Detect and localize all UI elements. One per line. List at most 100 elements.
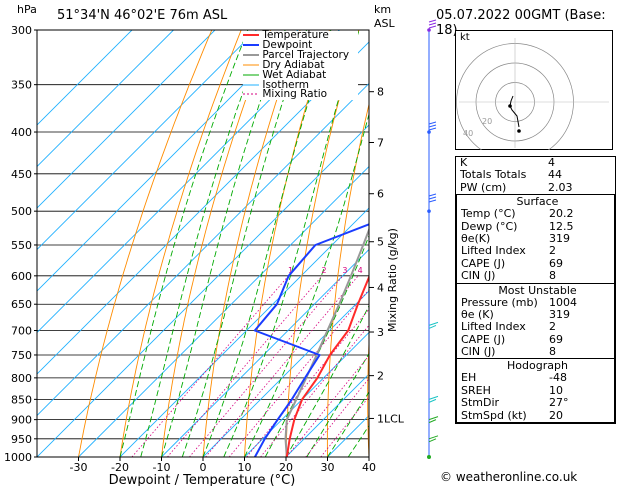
- wet-adiabat-line: [285, 304, 369, 457]
- legend-entry: Dewpoint: [243, 40, 358, 51]
- hodograph-point: [508, 104, 512, 108]
- wind-barb: [428, 25, 437, 29]
- mixing-ratio-label: 6: [380, 266, 385, 275]
- mixing-ratio-line: [189, 275, 344, 457]
- isotherm-line: [285, 373, 369, 457]
- dry-adiabat-line: [161, 30, 272, 457]
- surface-row: Temp (°C) 20.2: [457, 207, 614, 221]
- unstable-row: CIN (J) 8: [457, 345, 614, 359]
- hodograph-title: Hodograph: [507, 359, 568, 373]
- isotherm-line: [202, 290, 369, 457]
- dry-adiabat-line: [78, 30, 213, 457]
- pressure-tick-label: 450: [11, 168, 32, 181]
- mixing-ratio-line: [260, 324, 369, 457]
- legend-entry: Temperature: [243, 30, 358, 41]
- km-tick-label: 1LCL: [377, 412, 405, 425]
- pressure-tick-label: 550: [11, 239, 32, 252]
- isotherm-line: [37, 30, 299, 292]
- hodograph-value: 20: [549, 408, 563, 422]
- km-label: km: [374, 3, 392, 16]
- hodograph-value: -48: [549, 371, 567, 385]
- mixing-ratio-label: 4: [358, 266, 363, 275]
- unstable-label: CIN (J): [461, 345, 496, 359]
- wet-adiabat-line: [264, 234, 369, 457]
- pressure-tick-label: 350: [11, 79, 32, 92]
- legend-entry: Isotherm: [243, 78, 358, 91]
- hodograph-row: StmDir 27°: [457, 396, 614, 410]
- isotherm-line: [37, 30, 257, 251]
- wet-adiabat-line: [119, 30, 249, 457]
- hodograph-trace: [509, 95, 520, 128]
- index-value: 4: [548, 156, 555, 169]
- wind-barb: [428, 419, 437, 424]
- hodograph-kt-label: kt: [460, 32, 470, 43]
- legend-entry: Mixing Ratio: [243, 88, 358, 101]
- index-value: 44: [548, 168, 562, 182]
- isotherm-line: [78, 165, 369, 457]
- surface-value: 2: [549, 244, 556, 258]
- mixing-ratio-line: [286, 355, 369, 457]
- x-tick-label: 20: [279, 461, 293, 474]
- wind-level-dot: [427, 455, 431, 459]
- dry-adiabat-line: [367, 332, 369, 457]
- unstable-value: 1004: [549, 295, 577, 309]
- isotherm-line: [119, 207, 369, 457]
- unstable-row: Lifted Index 2: [457, 320, 614, 333]
- wet-adiabat-line: [140, 30, 267, 457]
- wind-barb: [428, 127, 437, 131]
- wind-barb: [428, 438, 437, 443]
- indices-panel: K 4 Totals Totals 44 PW (cm) 2.03 Surface Tem…: [455, 156, 616, 425]
- wind-barb: [428, 416, 439, 421]
- surface-value: 20.2: [549, 207, 574, 221]
- index-value: 2.03: [548, 180, 573, 194]
- isotherm-line: [37, 30, 216, 209]
- pressure-tick-label: 650: [11, 298, 32, 311]
- mixing-ratio-line: [228, 288, 369, 457]
- wind-barb: [428, 199, 437, 203]
- unstable-value: 8: [549, 345, 556, 359]
- index-label: PW (cm): [460, 180, 507, 194]
- surface-value: 12.5: [549, 219, 574, 233]
- wind-barb: [428, 398, 437, 403]
- surface-value: 8: [549, 269, 556, 283]
- mixing-ratio-line: [205, 275, 359, 457]
- surface-row: Dewp (°C) 12.5: [457, 219, 614, 233]
- pressure-tick-label: 300: [11, 24, 32, 37]
- wind-barb: [428, 435, 439, 440]
- surface-title: Surface: [516, 195, 559, 209]
- wind-barb: [428, 193, 437, 197]
- wind-barb: [428, 321, 439, 326]
- hodograph-label: SREH: [461, 383, 491, 397]
- pressure-tick-label: 700: [11, 325, 32, 338]
- unstable-label: CAPE (J): [461, 332, 506, 346]
- x-axis-label: Dewpoint / Temperature (°C): [109, 473, 296, 486]
- mixing-ratio-label: 15: [431, 266, 441, 275]
- pressure-tick-label: 1000: [4, 451, 32, 464]
- hodograph-value: 27°: [549, 396, 569, 410]
- wind-barb: [428, 22, 437, 26]
- x-tick-label: -20: [111, 461, 129, 474]
- isotherm-line: [37, 30, 174, 168]
- km-tick-label: 4: [377, 281, 384, 294]
- wind-barb: [428, 124, 437, 128]
- legend-label: Isotherm: [262, 78, 309, 91]
- wet-adiabat-line: [202, 30, 332, 457]
- mixing-ratio-line: [246, 308, 369, 457]
- mixing-ratio-label: 2: [322, 266, 327, 275]
- unstable-label: θe (K): [461, 307, 494, 321]
- legend-label: Dry Adiabat: [262, 58, 325, 71]
- wet-adiabat-line: [161, 30, 286, 457]
- wind-barb: [428, 19, 437, 23]
- x-tick-label: 10: [238, 461, 252, 474]
- hodograph-row: EH -48: [457, 371, 614, 385]
- surface-row: CIN (J) 8: [457, 269, 614, 283]
- km-tick-label: 6: [377, 188, 384, 201]
- hodograph: 20 40 kt: [455, 30, 613, 150]
- legend-label: Parcel Trajectory: [262, 48, 350, 61]
- legend-label: Wet Adiabat: [262, 68, 327, 81]
- surface-value: 319: [549, 231, 570, 245]
- legend-label: Mixing Ratio: [262, 88, 328, 101]
- legend: Temperature Dewpoint Parcel Trajectory D…: [243, 30, 358, 101]
- isotherm-line: [37, 82, 369, 417]
